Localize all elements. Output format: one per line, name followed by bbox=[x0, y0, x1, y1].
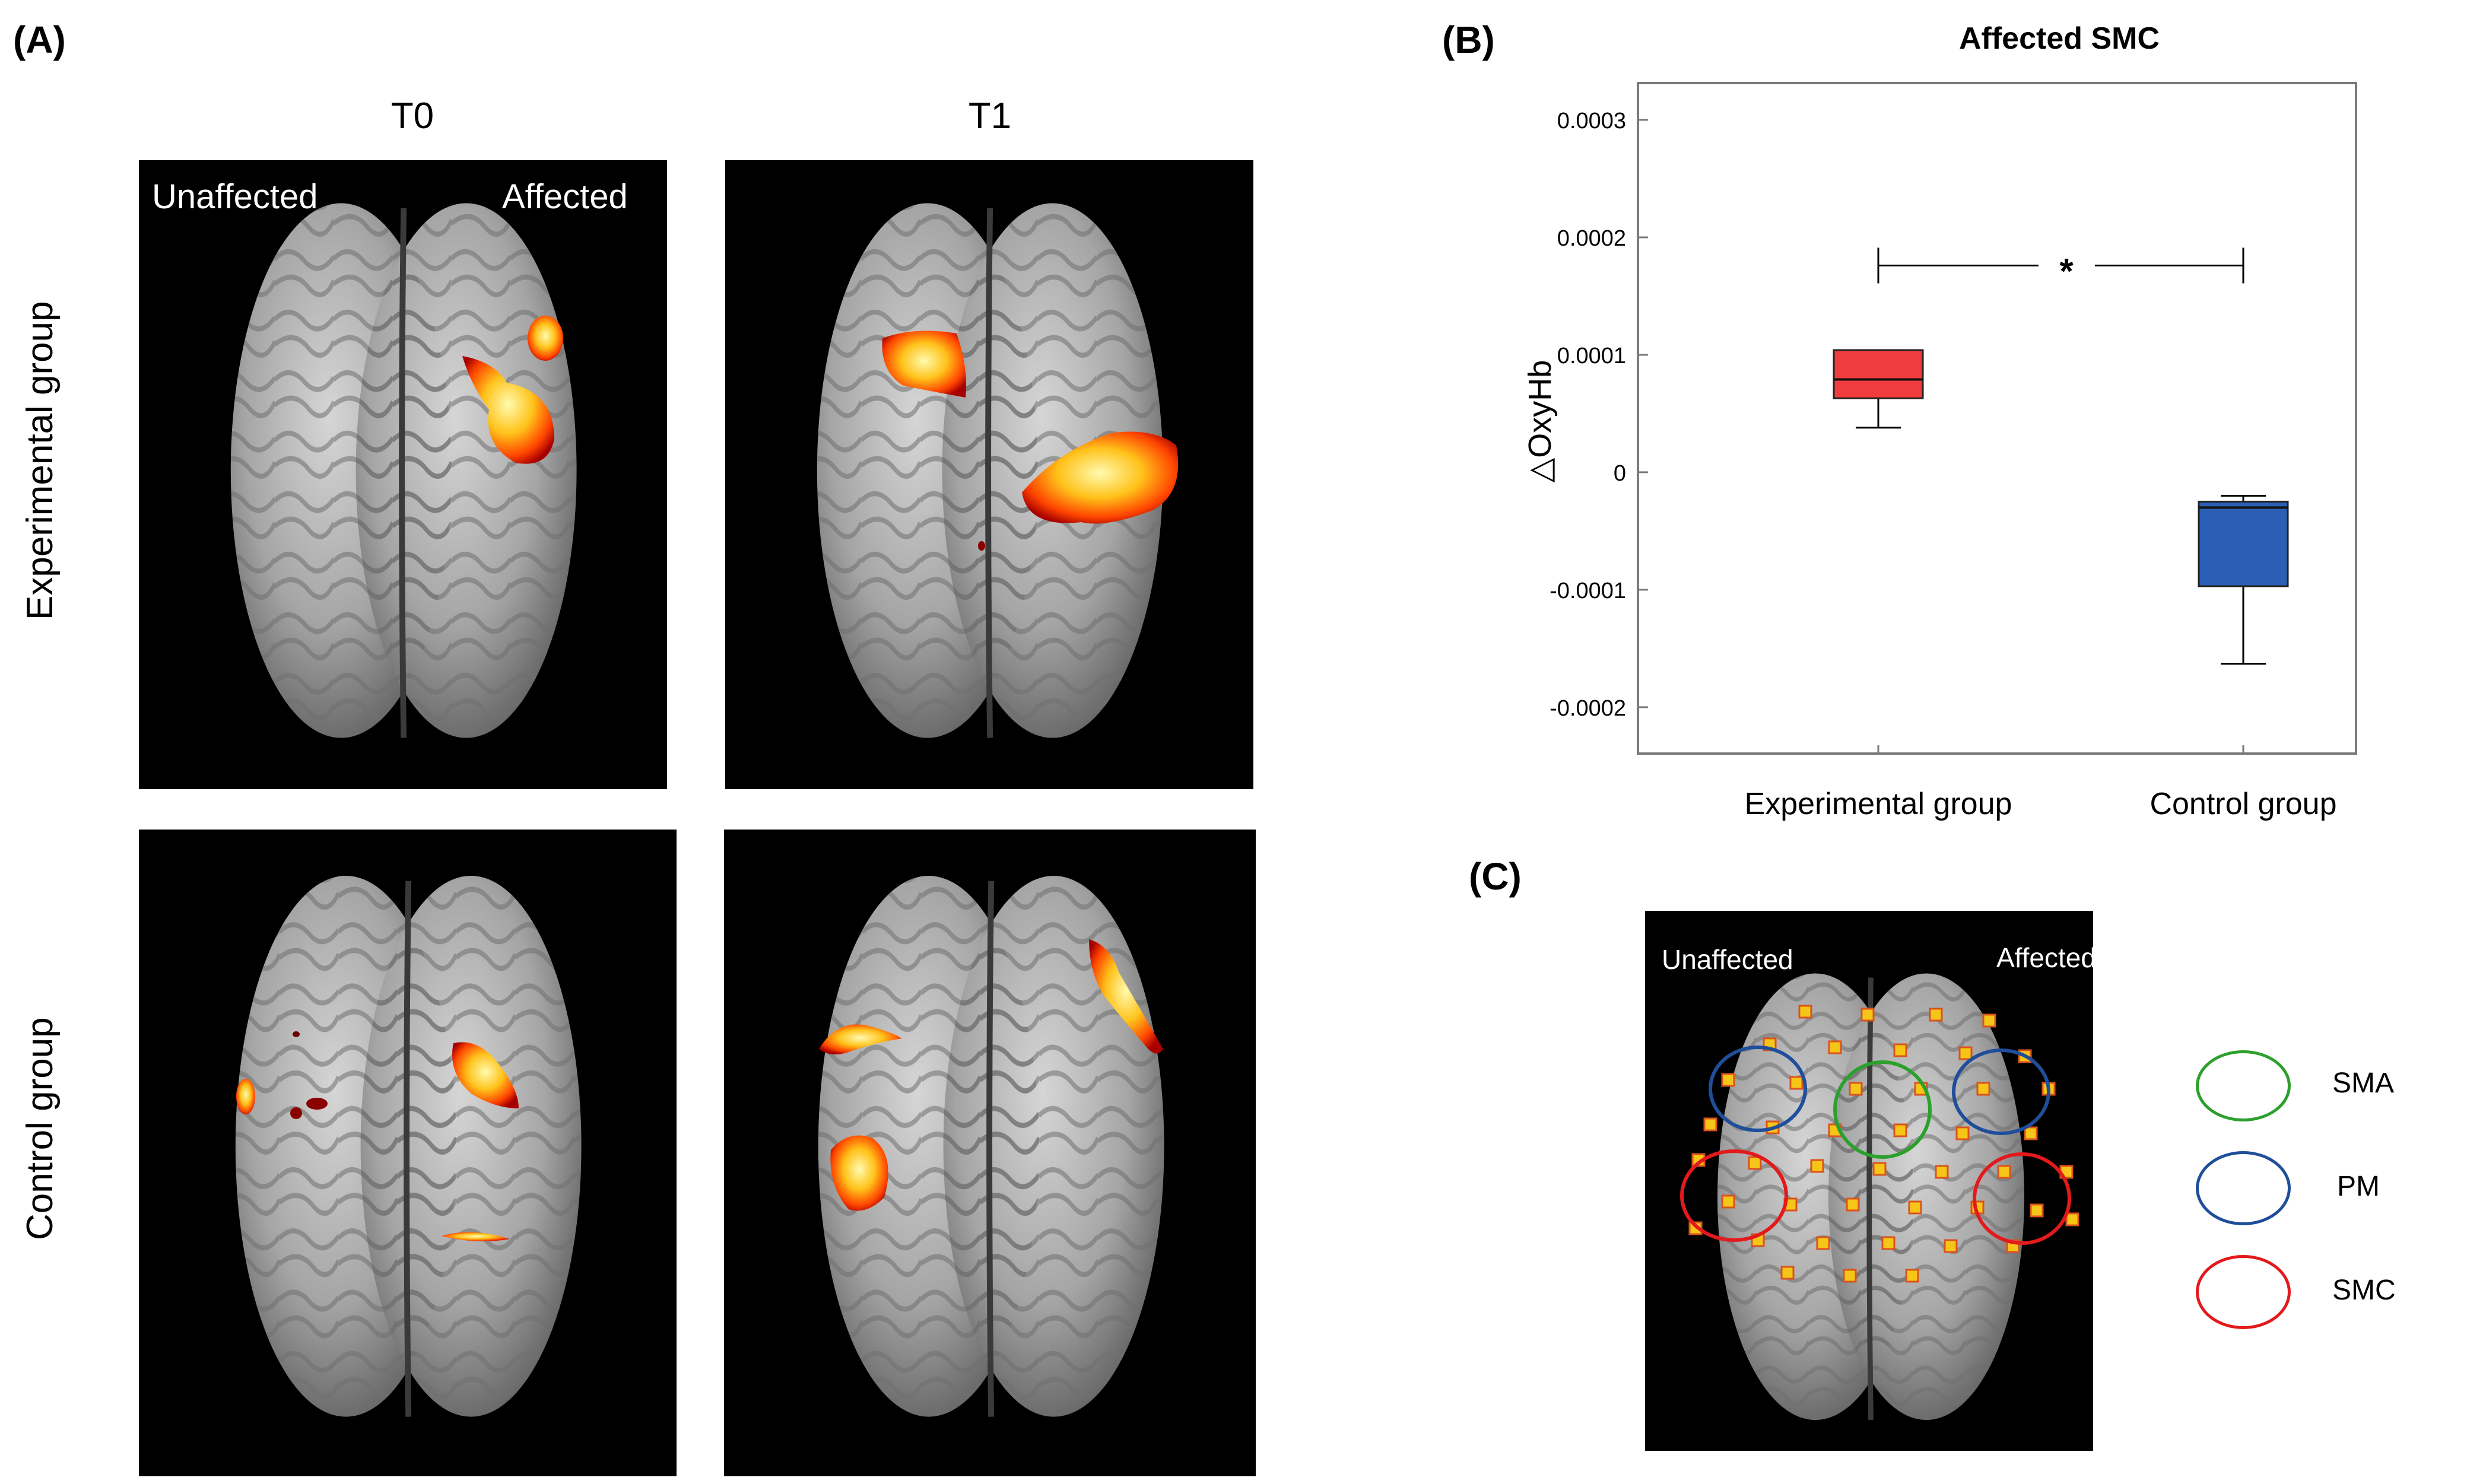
channel-marker bbox=[1828, 1040, 1842, 1054]
panel-b-letter: (B) bbox=[1442, 18, 1495, 61]
roi-legend: SMA PM SMC bbox=[2196, 1050, 2433, 1347]
channel-marker bbox=[1849, 1082, 1863, 1096]
legend-circle-pm bbox=[2196, 1151, 2291, 1225]
brain-image-experimental-t0: Unaffected Affected bbox=[139, 160, 667, 789]
box-body bbox=[2198, 500, 2289, 587]
brain-image-experimental-t1 bbox=[725, 160, 1253, 789]
channel-marker bbox=[1982, 1013, 1996, 1028]
box-experimental bbox=[1833, 349, 1924, 754]
brain-image-control-t0 bbox=[139, 830, 677, 1476]
hemisphere-label-affected: Affected bbox=[502, 177, 628, 216]
y-tick-label: -0.0002 bbox=[1550, 696, 1626, 721]
panel-c-letter: (C) bbox=[1469, 855, 1522, 898]
channel-marker bbox=[1721, 1073, 1735, 1087]
brain-image-channel-layout: Unaffected Affected bbox=[1645, 911, 2093, 1451]
plot-frame bbox=[1637, 82, 2357, 755]
box-plot-chart: Affected SMC 0.0003 0.0002 0.0001 0 -0.0001 -… bbox=[1516, 0, 2436, 860]
y-axis-label: △OxyHb bbox=[1522, 360, 1558, 483]
x-category-label: Experimental group bbox=[1745, 787, 2012, 821]
y-tick-label: 0 bbox=[1614, 461, 1626, 486]
channel-marker bbox=[1748, 1156, 1762, 1170]
channel-marker bbox=[2024, 1126, 2038, 1140]
channel-marker bbox=[1958, 1046, 1973, 1060]
channel-marker bbox=[1893, 1043, 1907, 1057]
channel-marker bbox=[1810, 1159, 1824, 1173]
y-tick-label: 0.0001 bbox=[1557, 344, 1626, 368]
channel-marker bbox=[1872, 1162, 1887, 1176]
channel-marker bbox=[1893, 1123, 1907, 1137]
panel-a-letter: (A) bbox=[13, 18, 66, 61]
channel-marker bbox=[1905, 1269, 1919, 1283]
channel-marker bbox=[2065, 1212, 2079, 1226]
channel-marker bbox=[1944, 1239, 1958, 1253]
hemisphere-label-affected-c: Affected bbox=[1996, 942, 2093, 973]
channel-marker bbox=[1860, 1008, 1875, 1022]
brain-image-control-t1 bbox=[724, 830, 1256, 1476]
channel-marker bbox=[2030, 1203, 2044, 1218]
y-tick-label: 0.0002 bbox=[1557, 226, 1626, 251]
column-header-t0: T0 bbox=[390, 96, 434, 136]
box-control bbox=[2198, 495, 2289, 754]
hemisphere-label-unaffected-c: Unaffected bbox=[1662, 944, 1793, 975]
legend-label-smc: SMC bbox=[2332, 1275, 2396, 1306]
channel-marker bbox=[1816, 1236, 1830, 1250]
legend-label-pm: PM bbox=[2337, 1171, 2380, 1202]
channel-marker bbox=[1955, 1126, 1970, 1140]
legend-label-sma: SMA bbox=[2332, 1067, 2395, 1099]
chart-title: Affected SMC bbox=[1959, 21, 2160, 56]
channel-marker bbox=[1908, 1200, 1922, 1215]
channel-marker bbox=[1976, 1082, 1990, 1096]
channel-marker bbox=[1846, 1197, 1860, 1212]
channel-marker bbox=[1997, 1165, 2011, 1179]
hemisphere-label-unaffected: Unaffected bbox=[152, 177, 318, 216]
x-category-label: Control group bbox=[2150, 787, 2336, 821]
column-header-t1: T1 bbox=[968, 96, 1012, 136]
legend-circle-sma bbox=[2196, 1050, 2291, 1121]
legend-circle-smc bbox=[2196, 1255, 2291, 1329]
channel-marker bbox=[1929, 1008, 1943, 1022]
y-tick-label: 0.0003 bbox=[1557, 109, 1626, 134]
channel-marker bbox=[1703, 1117, 1717, 1132]
significance-marker: * bbox=[2059, 251, 2074, 291]
row-header-experimental: Experimental group bbox=[20, 301, 61, 620]
row-header-control: Control group bbox=[20, 1017, 61, 1240]
channel-marker bbox=[1935, 1165, 1949, 1179]
channel-marker bbox=[1780, 1266, 1795, 1280]
channel-marker bbox=[1881, 1236, 1896, 1250]
box-body bbox=[1833, 349, 1924, 399]
channel-marker bbox=[1798, 1005, 1812, 1019]
channel-marker bbox=[1843, 1269, 1857, 1283]
channel-marker bbox=[1789, 1076, 1804, 1090]
y-tick-label: -0.0001 bbox=[1550, 579, 1626, 603]
channel-marker bbox=[1721, 1194, 1735, 1209]
